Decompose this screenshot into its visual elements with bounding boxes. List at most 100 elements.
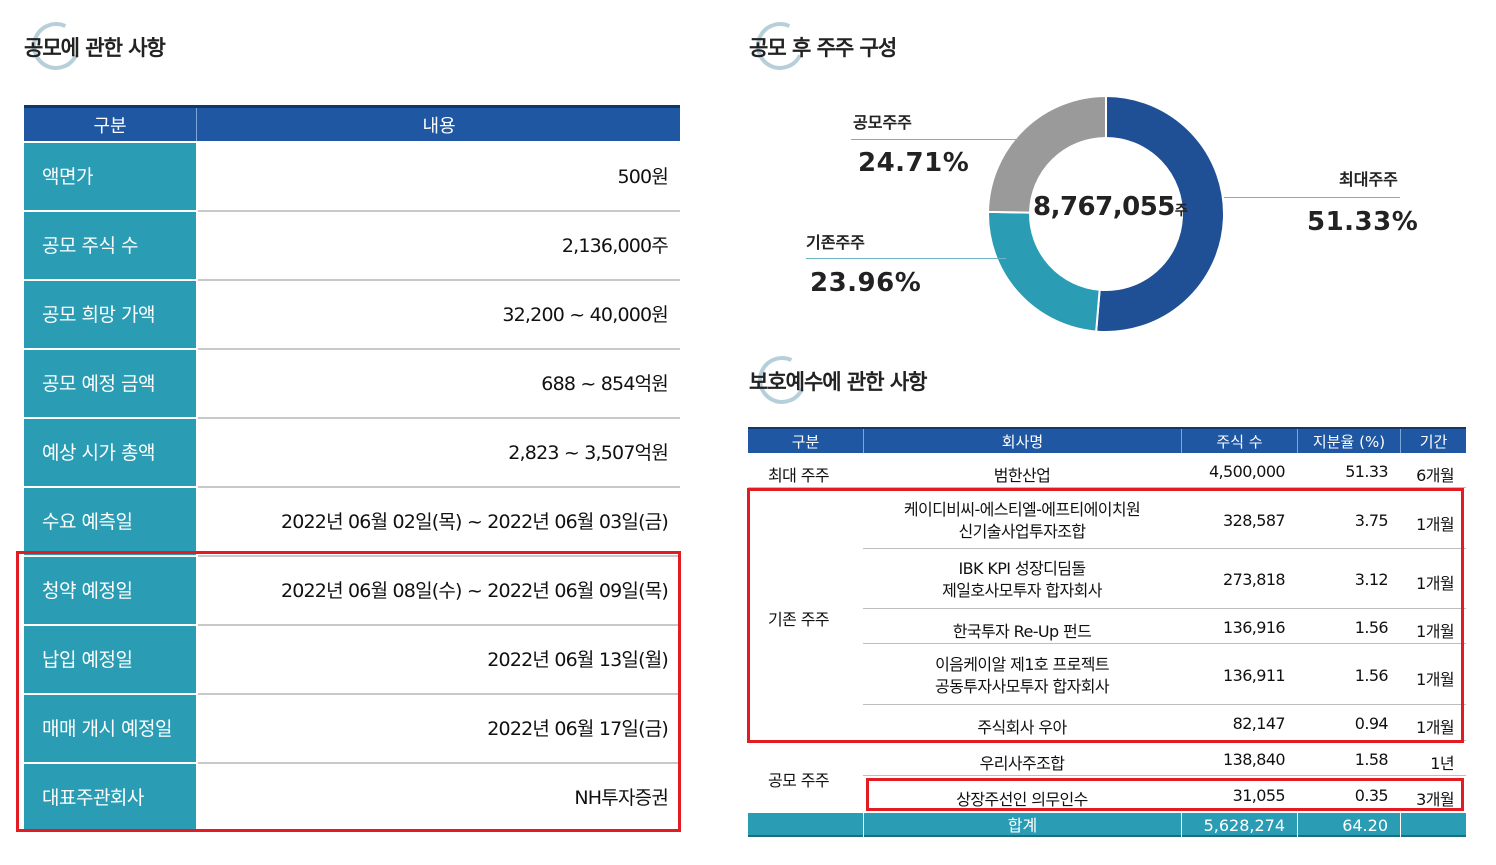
row-label: 대표주관회사 [24, 764, 196, 831]
period-value: 3개월 [1416, 790, 1454, 809]
table-row: 대표주관회사 NH투자증권 [24, 764, 680, 833]
shares-value: 136,911 [1223, 666, 1286, 685]
table-row: 예상 시가 총액 2,823 ~ 3,507억원 [24, 419, 680, 488]
table-row: 매매 개시 예정일 2022년 06월 17일(금) [24, 695, 680, 764]
legend-pct-public: 24.71% [858, 148, 970, 178]
ratio-value: 3.75 [1354, 511, 1389, 530]
shares-value: 4,500,000 [1208, 462, 1286, 481]
row-value: 2022년 06월 13일(월) [487, 649, 669, 671]
company-name: 범한산업 [993, 466, 1051, 485]
row-label: 액면가 [24, 143, 196, 210]
row-value: 2022년 06월 08일(수) ~ 2022년 06월 09일(목) [280, 580, 669, 602]
company-name: 이음케이알 제1호 프로젝트 공동투자사모투자 합자회사 [935, 655, 1110, 696]
shares-value: 138,840 [1223, 750, 1286, 769]
shares-value: 31,055 [1232, 786, 1286, 805]
header-category: 구분 [791, 433, 820, 451]
donut-slice [987, 210, 1101, 333]
ratio-value: 1.58 [1354, 750, 1389, 769]
total-shares-value: 5,628,274 [1181, 813, 1297, 837]
shares-value: 273,818 [1223, 570, 1286, 589]
row-value: 32,200 ~ 40,000원 [502, 304, 668, 326]
period-value: 1개월 [1416, 515, 1454, 534]
donut-center-total: 8,767,055주 [1033, 192, 1188, 222]
header-company: 회사명 [863, 429, 1181, 453]
company-name: 한국투자 Re-Up 펀드 [952, 622, 1092, 641]
row-value: 2022년 06월 02일(목) ~ 2022년 06월 03일(금) [280, 511, 669, 533]
header-content: 내용 [196, 108, 681, 141]
total-shares-unit: 주 [1174, 203, 1188, 219]
shares-value: 328,587 [1223, 511, 1286, 530]
ratio-value: 51.33 [1345, 462, 1388, 481]
company-name: 케이디비씨-에스티엘-에프티에이치원 신기술사업투자조합 [903, 500, 1141, 541]
total-label: 합계 [863, 813, 1181, 837]
table-row: 납입 예정일 2022년 06월 13일(월) [24, 626, 680, 695]
lockup-table-header: 구분 회사명 주식 수 지분율 (%) 기간 [748, 427, 1466, 453]
group-label-max: 최대 주주 [768, 466, 830, 485]
row-label: 수요 예측일 [24, 488, 196, 555]
ratio-value: 1.56 [1354, 666, 1389, 685]
row-value: 688 ~ 854억원 [541, 373, 669, 395]
section-title-shareholders: 공모 후 주주 구성 [749, 36, 897, 60]
table-row: 수요 예측일 2022년 06월 02일(목) ~ 2022년 06월 03일(… [24, 488, 680, 557]
ratio-value: 0.35 [1354, 786, 1389, 805]
ratio-value: 1.56 [1354, 618, 1389, 637]
row-label: 예상 시가 총액 [24, 419, 196, 486]
donut-slice [987, 94, 1107, 214]
period-value: 1개월 [1416, 574, 1454, 593]
shares-value: 136,916 [1223, 618, 1286, 637]
table-row: 공모 주식 수 2,136,000주 [24, 212, 680, 281]
highlight-box-subscription-dates [16, 551, 681, 832]
leader-line-max [1224, 197, 1400, 198]
row-label: 공모 주식 수 [24, 212, 196, 279]
period-value: 1개월 [1416, 670, 1454, 689]
group-label-existing: 기존 주주 [768, 610, 830, 629]
period-value: 1개월 [1416, 622, 1454, 641]
total-ratio-value: 64.20 [1297, 813, 1400, 837]
total-shares: 8,767,055 [1033, 192, 1175, 222]
legend-label-existing: 기존주주 [806, 233, 865, 252]
row-label: 공모 희망 가액 [24, 281, 196, 348]
donut-slice [1095, 94, 1226, 333]
period-value: 1개월 [1416, 718, 1454, 737]
ratio-value: 3.12 [1354, 570, 1389, 589]
leader-line-public [851, 139, 1019, 140]
shareholder-donut-chart [987, 94, 1226, 333]
table-row: 액면가 500원 [24, 143, 680, 212]
group-label-public: 공모 주주 [768, 771, 830, 790]
company-name: 주식회사 우아 [977, 718, 1067, 737]
company-name: 우리사주조합 [979, 754, 1065, 773]
table-row: 공모 예정 금액 688 ~ 854억원 [24, 350, 680, 419]
row-label: 공모 예정 금액 [24, 350, 196, 417]
row-value: 2,136,000주 [561, 235, 669, 257]
ratio-value: 0.94 [1354, 714, 1389, 733]
row-value: 2022년 06월 17일(금) [487, 718, 669, 740]
legend-label-public: 공모주주 [853, 113, 912, 132]
period-value: 6개월 [1416, 466, 1454, 485]
header-category: 구분 [93, 116, 127, 137]
section-title-lockup: 보호예수에 관한 사항 [749, 370, 928, 394]
period-value: 1년 [1430, 754, 1454, 773]
legend-pct-existing: 23.96% [810, 268, 922, 298]
row-value: 2,823 ~ 3,507억원 [508, 442, 669, 464]
row-label: 매매 개시 예정일 [24, 695, 196, 762]
section-title-offering: 공모에 관한 사항 [24, 36, 166, 60]
header-ratio: 지분율 (%) [1297, 429, 1400, 453]
row-value: 500원 [617, 166, 668, 188]
row-label: 청약 예정일 [24, 557, 196, 624]
header-shares: 주식 수 [1181, 429, 1297, 453]
highlight-box-existing-shareholders [747, 488, 1464, 743]
lockup-total-row [748, 813, 1466, 837]
legend-label-max: 최대주주 [1339, 170, 1398, 189]
company-name: 상장주선인 의무인수 [956, 790, 1088, 809]
header-period: 기간 [1400, 429, 1466, 453]
legend-pct-max: 51.33% [1307, 207, 1419, 237]
table-row: 청약 예정일 2022년 06월 08일(수) ~ 2022년 06월 09일(… [24, 557, 680, 626]
shares-value: 82,147 [1232, 714, 1286, 733]
highlight-box-underwriter [866, 778, 1464, 811]
offering-table-header: 구분 내용 [24, 105, 680, 141]
row-value: NH투자증권 [574, 787, 668, 809]
company-name: IBK KPI 성장디딤돌 제일호사모투자 합자회사 [942, 559, 1102, 600]
row-label: 납입 예정일 [24, 626, 196, 693]
table-row: 공모 희망 가액 32,200 ~ 40,000원 [24, 281, 680, 350]
leader-line-existing [806, 258, 1006, 259]
